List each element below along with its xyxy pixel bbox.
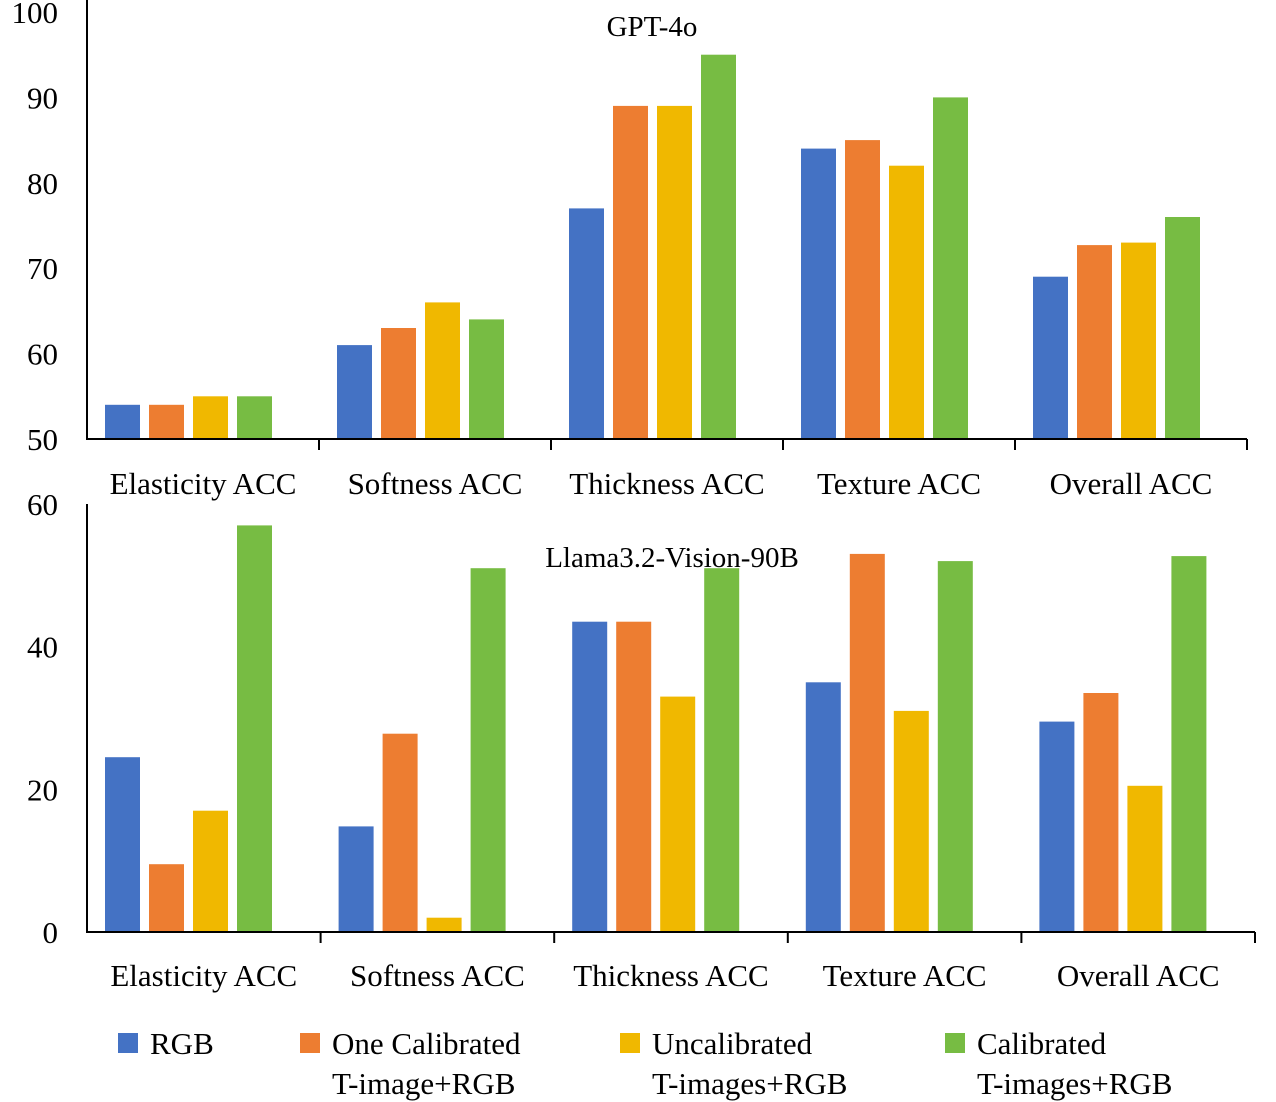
bar <box>572 621 608 932</box>
bar <box>613 105 648 440</box>
bar <box>237 525 272 932</box>
bar <box>1171 556 1207 932</box>
bar <box>105 757 140 932</box>
x-category-label: Thickness ACC <box>573 958 768 993</box>
bar <box>1039 721 1075 932</box>
x-category-label: Thickness ACC <box>569 466 764 501</box>
legend-label-line2: T-images+RGB <box>652 1066 847 1101</box>
chart-gpt4o: 50 60 70 80 90 100 Elasticity ACC Softness ACC T… <box>12 0 1248 501</box>
bar <box>1033 276 1068 439</box>
legend-swatch <box>118 1033 138 1053</box>
bar <box>381 328 416 439</box>
y-tick-label: 40 <box>27 630 58 665</box>
chart-llama: 0 20 40 60 Elasticity ACC Softness ACC Thickne… <box>27 487 1256 993</box>
bar <box>337 345 372 439</box>
bar <box>105 404 140 439</box>
legend-swatch <box>300 1033 320 1053</box>
y-tick-label: 60 <box>27 337 58 372</box>
bar <box>1127 785 1163 932</box>
legend-label: RGB <box>150 1026 214 1061</box>
bar <box>849 553 885 932</box>
x-category-label: Softness ACC <box>348 466 523 501</box>
bar <box>701 54 736 439</box>
legend-swatch <box>620 1033 640 1053</box>
bar <box>933 97 968 440</box>
bar <box>1083 693 1119 932</box>
y-tick-label: 20 <box>27 772 58 807</box>
bar <box>616 621 652 932</box>
legend-label-line2: T-image+RGB <box>332 1066 515 1101</box>
bar <box>569 208 604 439</box>
chart-title: GPT-4o <box>607 11 698 43</box>
x-category-label: Elasticity ACC <box>110 958 297 993</box>
bar <box>801 148 836 439</box>
x-category-label: Texture ACC <box>823 958 987 993</box>
y-tick-label: 80 <box>27 166 58 201</box>
x-category-label: Overall ACC <box>1057 958 1220 993</box>
legend-label: One Calibrated <box>332 1026 521 1061</box>
bar <box>469 319 504 439</box>
bar <box>889 165 924 439</box>
y-tick-label: 70 <box>27 251 58 286</box>
y-tick-label: 50 <box>27 422 58 457</box>
x-category-label: Overall ACC <box>1050 466 1213 501</box>
bar <box>338 826 374 932</box>
bar <box>1165 217 1200 439</box>
legend-label: Uncalibrated <box>652 1026 813 1061</box>
bar <box>704 568 740 932</box>
bar <box>149 864 184 932</box>
legend: RGB One Calibrated T-image+RGB Uncalibrated… <box>118 1026 1172 1101</box>
bar <box>845 140 880 439</box>
bar <box>149 404 184 439</box>
bar <box>1121 242 1156 439</box>
x-category-label: Texture ACC <box>817 466 981 501</box>
bar <box>193 810 228 932</box>
legend-label-line2: T-images+RGB <box>977 1066 1172 1101</box>
bar <box>660 696 696 932</box>
x-category-label: Elasticity ACC <box>110 466 297 501</box>
x-category-label: Softness ACC <box>350 958 525 993</box>
bar <box>937 561 973 932</box>
y-tick-label: 0 <box>43 915 59 950</box>
bar <box>1077 245 1112 439</box>
y-tick-label: 60 <box>27 487 58 522</box>
bar <box>193 396 228 439</box>
bar <box>657 105 692 440</box>
bar <box>805 682 841 932</box>
legend-label: Calibrated <box>977 1026 1107 1061</box>
bar <box>470 568 506 932</box>
legend-swatch <box>945 1033 965 1053</box>
bar <box>426 917 462 932</box>
bar <box>893 710 929 932</box>
bar <box>425 302 460 439</box>
bar <box>382 733 418 932</box>
bar <box>237 396 272 439</box>
y-tick-label: 100 <box>12 0 59 30</box>
y-tick-label: 90 <box>27 80 58 115</box>
chart-title: Llama3.2-Vision-90B <box>545 542 799 574</box>
